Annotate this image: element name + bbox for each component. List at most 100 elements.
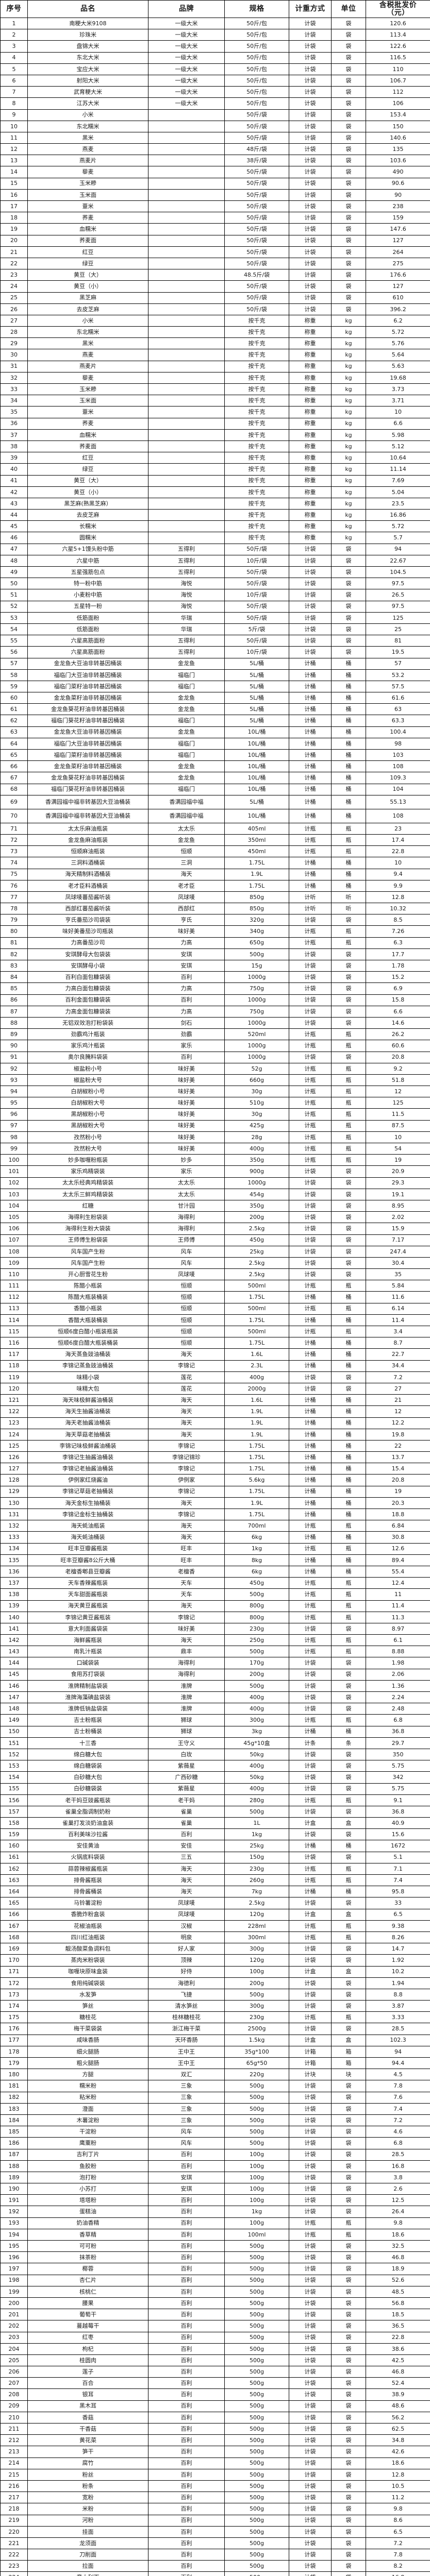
table-row: 107 王师傅生粉袋装 王师傅 450g 计袋袋 7.17 (0, 1234, 430, 1246)
cell-method: 计桶 (289, 794, 332, 809)
cell-name: 恒顺6度白醋小瓶装瓶装 (27, 1325, 148, 1338)
cell-index: 121 (0, 1394, 28, 1406)
cell-price: 108 (366, 808, 430, 823)
cell-name: 白胡椒粉小号 (27, 1086, 148, 1098)
cell-index: 155 (0, 1783, 28, 1795)
cell-brand (148, 109, 225, 121)
table-row: 180 方腿 双汇 220g 计块块 4.5 (0, 2069, 430, 2081)
cell-unit: 袋 (331, 166, 366, 178)
cell-spec: 500ml (224, 1302, 289, 1315)
cell-name: 妙多咖喱粉瓶装 (27, 1154, 148, 1166)
cell-spec: 1kg (224, 2206, 289, 2218)
cell-index: 141 (0, 1622, 28, 1635)
cell-price: 103.6 (366, 155, 430, 167)
cell-price: 127 (366, 280, 430, 293)
table-row: 142 海鲜酱瓶装 海天 250g 计瓶瓶 6.1 (0, 1634, 430, 1647)
cell-unit: 桶 (331, 760, 366, 773)
cell-brand: 莲花 (148, 1382, 225, 1395)
cell-spec: 500g (224, 2492, 289, 2504)
cell-index: 166 (0, 1908, 28, 1921)
cell-name: 香醋大瓶装桶装 (27, 1314, 148, 1327)
table-row: 13 燕麦片 38斤/袋 计袋袋 103.6 (0, 155, 430, 167)
table-row: 26 去皮芝麻 50斤/袋 计袋袋 396.2 (0, 303, 430, 315)
table-row: 36 荞麦 按千克 称重 kg 6.6 (0, 417, 430, 430)
cell-price: 106 (366, 97, 430, 110)
table-row: 112 陈醋大瓶装桶装 恒顺 1.75L 计桶桶 11.6 (0, 1291, 430, 1303)
cell-unit: 袋 (331, 2137, 366, 2149)
table-row: 154 白砂糖大包 广西砂糖 50kg 计袋袋 342 (0, 1771, 430, 1784)
cell-index: 183 (0, 2103, 28, 2115)
cell-price: 94.4 (366, 2057, 430, 2070)
cell-method: 计袋 (289, 1954, 332, 1967)
table-row: 25 黑芝麻 50斤/袋 计袋袋 610 (0, 292, 430, 304)
cell-brand: 三象 (148, 2114, 225, 2127)
cell-unit: 袋 (331, 1051, 366, 1063)
table-row: 205 桂圆肉 百利 500g 计袋袋 42.5 (0, 2354, 430, 2367)
cell-name: 绿豆 (27, 463, 148, 476)
table-row: 119 味精小袋 莲花 400g 计袋袋 7.2 (0, 1371, 430, 1383)
cell-index: 125 (0, 1439, 28, 1452)
cell-unit: 袋 (331, 2297, 366, 2310)
cell-price: 264 (366, 246, 430, 258)
cell-spec: 500g (224, 2126, 289, 2138)
cell-brand: 天车 (148, 1577, 225, 1589)
cell-price: 125 (366, 612, 430, 624)
cell-spec: 50斤/袋 (224, 212, 289, 224)
cell-unit: 袋 (331, 578, 366, 590)
cell-unit: 袋 (331, 1177, 366, 1189)
cell-brand (148, 463, 225, 476)
cell-method: 计瓶 (289, 845, 332, 858)
cell-brand: 太太乐 (148, 1177, 225, 1189)
cell-unit: 桶 (331, 794, 366, 809)
cell-unit: 瓶 (331, 1577, 366, 1589)
cell-brand: 力高 (148, 982, 225, 995)
cell-name: 雀巢全脂调制奶粉 (27, 1805, 148, 1818)
cell-unit: 瓶 (331, 1108, 366, 1121)
cell-method: 计袋 (289, 2183, 332, 2195)
cell-index: 216 (0, 2480, 28, 2493)
cell-unit: 袋 (331, 914, 366, 926)
cell-index: 19 (0, 223, 28, 235)
table-row: 4 东北大米 一级大米 50斤/包 计袋袋 116.5 (0, 52, 430, 64)
cell-spec: 6kg (224, 1565, 289, 1578)
cell-index: 93 (0, 1074, 28, 1087)
cell-price: 14.7 (366, 1943, 430, 1955)
cell-name: 南乳汁瓶装 (27, 1646, 148, 1658)
cell-name: 去皮芝麻 (27, 509, 148, 521)
cell-brand: 紫薇星 (148, 1783, 225, 1795)
cell-method: 计瓶 (289, 1280, 332, 1292)
cell-price: 116.5 (366, 52, 430, 64)
column-header-index: 序号 (0, 0, 28, 18)
cell-spec: 1000g (224, 994, 289, 1006)
cell-spec: 2500g (224, 2023, 289, 2035)
cell-price: 9.2 (366, 1062, 430, 1075)
cell-name: 海鲜酱瓶装 (27, 1634, 148, 1647)
cell-index: 188 (0, 2160, 28, 2172)
table-row: 105 海得利生粉袋装 海得利 200g 计袋袋 2.02 (0, 1211, 430, 1224)
cell-method: 计桶 (289, 783, 332, 795)
cell-price: 12 (366, 1086, 430, 1098)
cell-price: 46.8 (366, 2251, 430, 2264)
cell-name: 力高白面包糠袋装 (27, 982, 148, 995)
cell-name: 食用纯碱袋装 (27, 1977, 148, 1989)
cell-spec: 260g (224, 1874, 289, 1887)
table-row: 75 海天精制料酒桶装 海天 1.9L 计桶桶 9.4 (0, 868, 430, 880)
cell-method: 计桶 (289, 726, 332, 738)
cell-name: 力高番茄沙司 (27, 937, 148, 949)
cell-spec: 1.75L (224, 1463, 289, 1475)
cell-brand: 王中王 (148, 2045, 225, 2058)
cell-name: 白胡椒粉大号 (27, 1097, 148, 1109)
table-row: 134 旺丰豆瓣酱瓶装 旺丰 1kg 计瓶瓶 12.6 (0, 1543, 430, 1555)
cell-unit: 桶 (331, 692, 366, 704)
cell-price: 110 (366, 63, 430, 75)
cell-method: 计条 (289, 1737, 332, 1749)
cell-spec: 10斤/袋 (224, 554, 289, 567)
cell-price: 122.6 (366, 40, 430, 53)
cell-index: 172 (0, 1977, 28, 1989)
cell-unit: kg (331, 486, 366, 498)
cell-method: 计袋 (289, 2422, 332, 2435)
cell-unit: 袋 (331, 246, 366, 258)
cell-method: 计袋 (289, 189, 332, 201)
cell-name: 东北糯米 (27, 326, 148, 338)
cell-name: 咸味香肠 (27, 2034, 148, 2046)
